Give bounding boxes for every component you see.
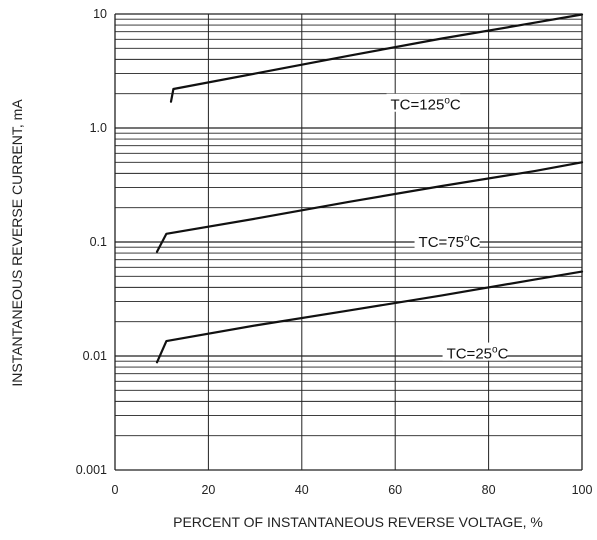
x-axis-label: PERCENT OF INSTANTANEOUS REVERSE VOLTAGE… xyxy=(173,514,543,530)
x-tick-label: 80 xyxy=(482,483,496,497)
x-tick-label: 60 xyxy=(388,483,402,497)
x-tick-label: 100 xyxy=(572,483,593,497)
series-line xyxy=(155,161,584,253)
y-tick-label: 10 xyxy=(93,7,107,21)
series-label-bg xyxy=(414,231,480,249)
x-tick-label: 40 xyxy=(295,483,309,497)
series-label-bg xyxy=(386,93,461,112)
x-tick-label: 20 xyxy=(201,483,215,497)
series-label: TC=25oC xyxy=(447,345,509,363)
y-tick-label: 0.1 xyxy=(90,235,107,249)
grid xyxy=(114,13,583,471)
series-line xyxy=(169,13,584,103)
series-labels: TC=125oC TC=75oC TC=25oC xyxy=(386,93,509,363)
series-label: TC=125oC xyxy=(391,96,461,114)
series-label: TC=75oC xyxy=(419,233,481,251)
series-line xyxy=(155,270,584,364)
x-tick-labels: 0 20 40 60 80 100 xyxy=(112,483,593,497)
series-group xyxy=(155,13,584,364)
y-tick-label: 0.01 xyxy=(83,349,107,363)
y-tick-labels: 0.001 0.01 0.1 1.0 10 xyxy=(76,7,107,477)
x-tick-label: 0 xyxy=(112,483,119,497)
series-label-bg xyxy=(442,342,508,361)
y-tick-label: 1.0 xyxy=(90,121,107,135)
y-axis-label: INSTANTANEOUS REVERSE CURRENT, mA xyxy=(9,99,25,387)
y-tick-label: 0.001 xyxy=(76,463,107,477)
